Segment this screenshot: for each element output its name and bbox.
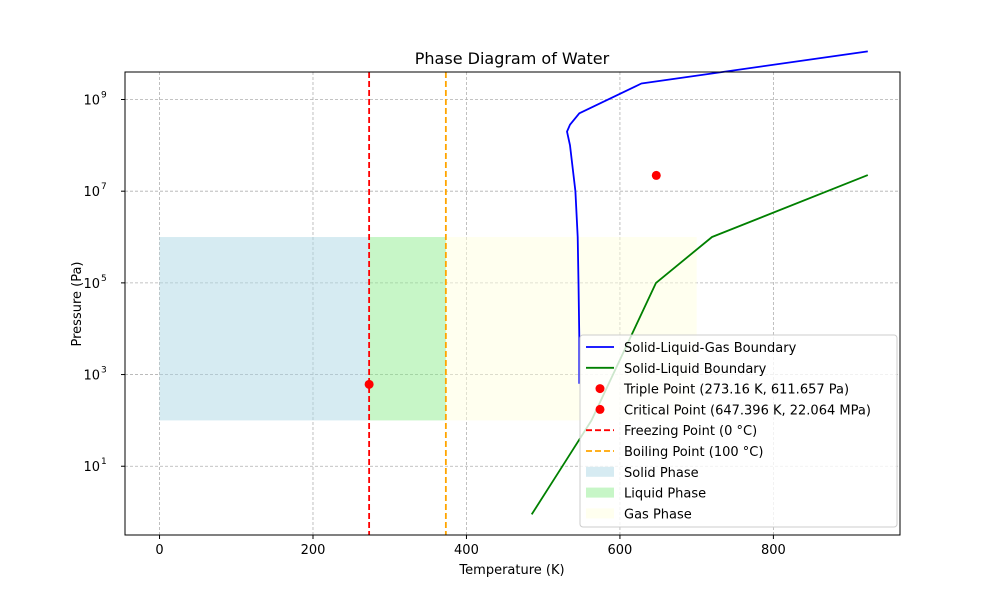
legend-label: Solid-Liquid Boundary — [624, 362, 767, 377]
y-tick-label: 10 7 — [83, 182, 106, 200]
chart-legend: Solid-Liquid-Gas Boundary Solid-Liquid Bo… — [579, 334, 898, 528]
y-tick-exponent: 5 — [101, 274, 107, 284]
x-tick-label: 600 — [608, 543, 633, 558]
legend-entry-freezing-point: Freezing Point (0 °C) — [586, 424, 757, 439]
y-tick-label: 10 1 — [83, 457, 106, 475]
liquid-phase-region — [369, 237, 446, 421]
x-tick-label: 200 — [301, 543, 326, 558]
legend-swatch — [595, 384, 605, 394]
y-tick-base: 10 — [83, 94, 100, 109]
legend-entry-gas-phase: Gas Phase — [586, 507, 692, 522]
y-tick-exponent: 9 — [101, 91, 107, 101]
y-tick-base: 10 — [83, 277, 100, 292]
legend-entry-solid-phase: Solid Phase — [586, 466, 699, 481]
legend-entry-triple-point: Triple Point (273.16 K, 611.657 Pa) — [595, 383, 849, 398]
y-tick-label: 10 3 — [83, 366, 106, 384]
legend-swatch — [586, 466, 614, 477]
legend-swatch — [586, 487, 614, 498]
legend-entry-liquid-phase: Liquid Phase — [586, 487, 706, 502]
phase-regions — [159, 237, 697, 421]
y-axis-label: Pressure (Pa) — [70, 261, 85, 346]
legend-label: Gas Phase — [624, 507, 692, 522]
legend-box — [579, 334, 898, 528]
legend-swatch — [586, 508, 614, 519]
legend-swatch — [595, 404, 605, 414]
y-tick-label: 10 5 — [83, 274, 106, 292]
y-tick-exponent: 3 — [101, 366, 107, 376]
legend-label: Solid Phase — [624, 466, 699, 481]
y-tick-exponent: 1 — [101, 457, 107, 467]
x-tick-label: 0 — [155, 543, 163, 558]
legend-label: Liquid Phase — [624, 487, 706, 502]
legend-entry-boiling-point: Boiling Point (100 °C) — [586, 445, 763, 460]
solid-phase-region — [159, 237, 370, 421]
legend-label: Boiling Point (100 °C) — [624, 445, 763, 460]
plot-frame — [124, 71, 901, 536]
triple-point-marker — [364, 379, 374, 389]
x-axis-ticks: 0 200 400 600 800 — [155, 535, 786, 558]
y-tick-base: 10 — [83, 369, 100, 384]
x-axis-label: Temperature (K) — [458, 563, 564, 578]
legend-entry-solid-liquid-gas-boundary: Solid-Liquid-Gas Boundary — [586, 341, 797, 356]
y-tick-base: 10 — [83, 185, 100, 200]
x-tick-label: 400 — [454, 543, 479, 558]
critical-point-marker — [651, 170, 661, 180]
y-tick-exponent: 7 — [101, 182, 107, 192]
legend-label: Triple Point (273.16 K, 611.657 Pa) — [623, 383, 849, 398]
y-tick-base: 10 — [83, 460, 100, 475]
legend-label: Freezing Point (0 °C) — [624, 424, 757, 439]
legend-label: Solid-Liquid-Gas Boundary — [624, 341, 797, 356]
chart-title: Phase Diagram of Water — [415, 49, 610, 68]
x-tick-label: 800 — [761, 543, 786, 558]
y-tick-label: 10 9 — [83, 91, 107, 109]
solid-liquid-gas-boundary-line — [566, 50, 868, 384]
legend-entry-critical-point: Critical Point (647.396 K, 22.064 MPa) — [595, 403, 871, 418]
legend-entry-solid-liquid-boundary: Solid-Liquid Boundary — [586, 362, 767, 377]
legend-label: Critical Point (647.396 K, 22.064 MPa) — [624, 403, 871, 418]
